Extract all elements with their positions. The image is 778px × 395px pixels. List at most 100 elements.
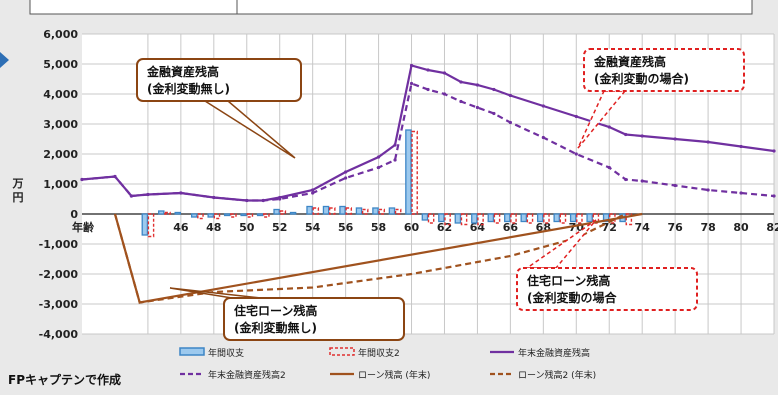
legend-label: 年間収支2 [358,347,400,359]
series-point [673,183,677,188]
series-point [739,144,743,149]
series-point [492,111,496,116]
bar-annual-balance [405,129,412,215]
y-tick-label: 3,000 [43,118,78,131]
bar-annual-balance2 [427,213,435,224]
bar-annual-balance2 [526,213,534,224]
bar-annual-balance2 [493,213,501,224]
legend-label: 年末金融資産残高2 [208,369,286,381]
x-tick-label: 60 [404,221,420,234]
bar-annual-balance2 [246,213,254,218]
bar-annual-balance [569,213,577,223]
bars [141,129,633,238]
series-point [261,198,265,203]
series-point [673,137,677,141]
x-tick-label: 72 [602,221,617,234]
bar-annual-balance [240,213,247,217]
series-point [393,143,397,147]
y-tick-label: 2,000 [43,148,78,161]
header-box [29,0,753,15]
bar-annual-balance [273,208,280,215]
series-point [278,197,282,201]
legend-label: 年間収支 [208,347,244,359]
x-tick-label: 58 [371,221,386,234]
series-point [772,194,776,198]
series-point [706,140,710,144]
bar-annual-balance [454,213,462,224]
x-tick-label: 48 [206,221,221,234]
series-point [442,92,447,96]
bar-annual-balance [256,213,264,217]
bar-annual-balance2 [510,213,517,224]
bar-annual-balance2 [279,210,287,215]
series-point [376,155,381,159]
y-tick-label: -3,000 [39,298,79,311]
bar-annual-balance [388,207,396,215]
series-point [426,68,430,72]
footer-credit: FPキャプテンで作成 [8,372,121,387]
legend-label: ローン残高 (年末) [358,369,430,381]
series-point [459,99,463,104]
series-point [179,191,183,195]
bar-annual-balance [520,213,528,223]
bar-annual-balance [438,213,445,223]
bar-annual-balance [174,211,182,215]
x-tick-label: 46 [173,221,189,234]
callout-line2: (金利変動の場合 [527,290,617,305]
series-point [426,87,430,92]
bar-annual-balance2 [164,211,171,215]
callout-box [136,58,302,102]
bar-annual-balance [339,205,346,215]
series-point [508,93,512,98]
bar-annual-balance2 [394,208,402,215]
callout-box [516,267,698,311]
bar-annual-balance2 [609,213,616,224]
bar-annual-balance2 [559,213,567,224]
series-point [146,192,150,197]
bar-annual-balance2 [312,207,320,215]
bar-annual-balance [190,213,198,218]
y-tick-label: -1,000 [39,238,79,251]
series-point [706,188,710,192]
series-point [344,170,348,174]
series-point [624,177,628,182]
x-tick-label: 80 [733,221,749,234]
y-axis-label-char: 万 [12,177,24,190]
callout-line2: (金利変動の場合) [594,71,689,86]
series-point [409,63,414,68]
y-tick-label: 4,000 [43,88,78,101]
bar-annual-balance [471,213,478,224]
series-point [376,165,381,170]
y-tick-label: -2,000 [39,268,79,281]
series-point [442,71,447,75]
bar-annual-balance [306,205,313,215]
y-axis-label-char: 円 [13,191,24,204]
series-point [129,194,134,198]
series-point [574,152,578,156]
callout-box [583,48,745,92]
bar-annual-balance [536,213,544,223]
series-point [311,188,315,192]
bar-annual-balance [372,207,379,215]
series-point [607,165,611,170]
bar-annual-balance [487,213,495,223]
callout-box [223,297,405,341]
series-point [492,87,496,92]
y-tick-label: 5,000 [43,58,78,71]
series-point [393,158,397,162]
bar-annual-balance [504,213,511,223]
series-point [508,120,512,125]
bar-annual-balance2 [477,213,484,226]
legend-swatch [179,347,205,356]
y-tick-label: 1,000 [43,178,78,191]
callout-line1: 金融資産残高 [593,54,666,69]
y-tick-label: 0 [70,208,78,221]
bar-annual-balance2 [576,213,583,224]
x-tick-label: 82 [766,221,778,234]
series-point [640,134,644,138]
bar-annual-balance [223,213,231,217]
